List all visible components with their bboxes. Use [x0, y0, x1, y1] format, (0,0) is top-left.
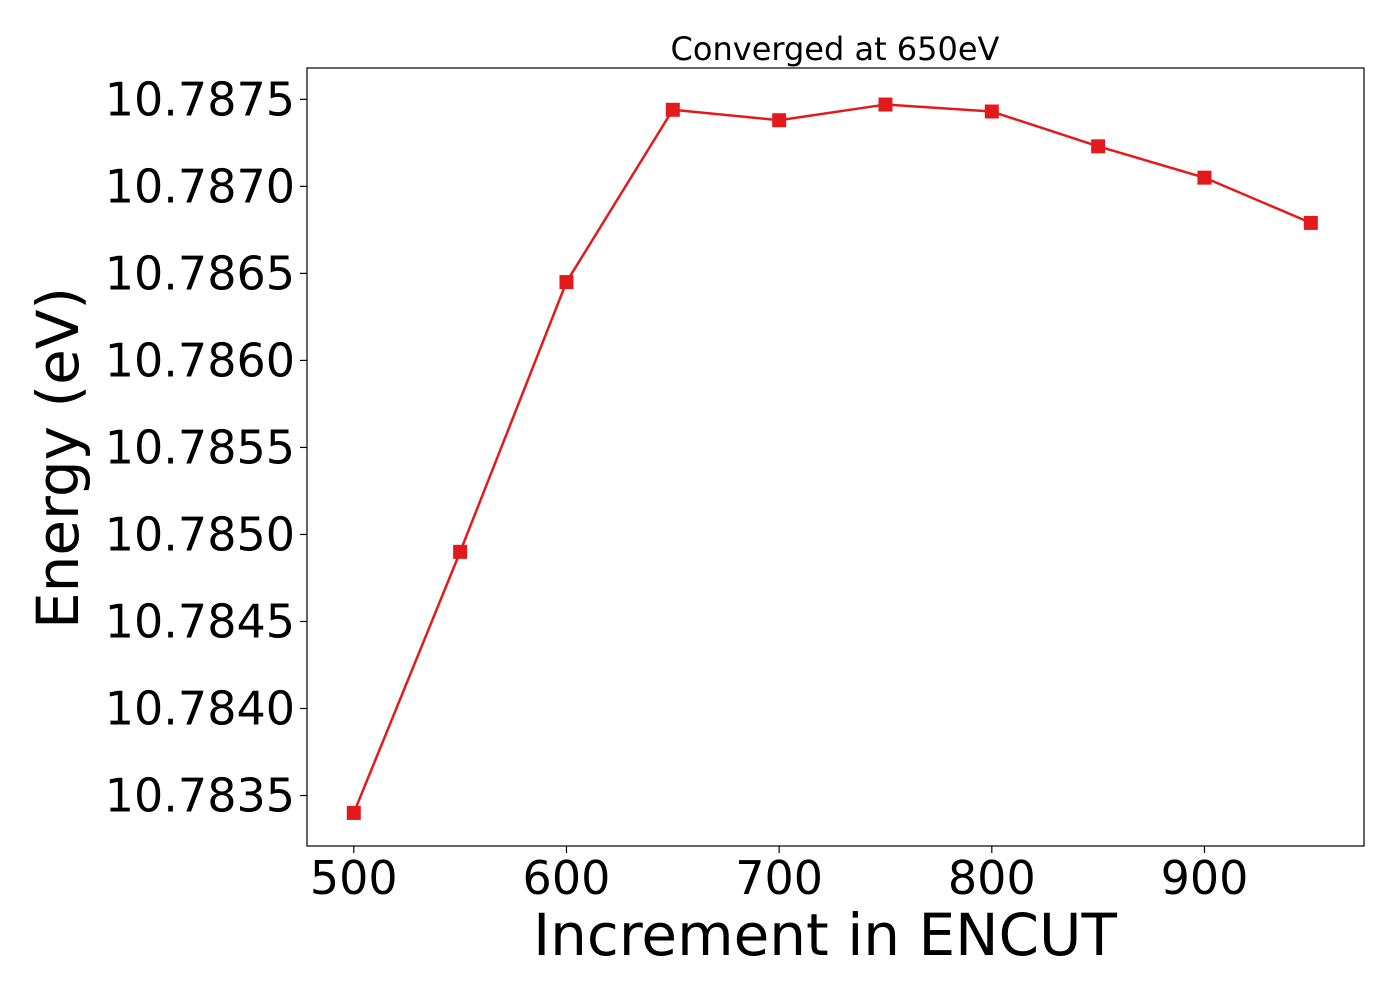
y-tick-label: 10.7835	[105, 769, 295, 823]
data-point	[665, 102, 680, 117]
x-tick-label: 600	[523, 851, 611, 905]
data-point	[1303, 215, 1318, 230]
y-tick-label: 10.7865	[105, 246, 295, 300]
chart-title: Converged at 650eV	[671, 30, 1000, 68]
x-tick-label: 700	[735, 851, 823, 905]
y-tick-label: 10.7840	[105, 682, 295, 736]
y-axis-label: Energy (eV)	[24, 287, 92, 629]
x-tick-label: 500	[310, 851, 398, 905]
data-point	[1197, 170, 1212, 185]
x-axis-label: Increment in ENCUT	[533, 901, 1117, 969]
series-line	[352, 103, 1312, 814]
y-tick-label: 10.7855	[105, 420, 295, 474]
data-point	[559, 275, 574, 290]
y-tick-label: 10.7875	[105, 72, 295, 126]
data-point	[1091, 139, 1106, 154]
x-tick-label: 800	[948, 851, 1036, 905]
data-point	[453, 544, 468, 559]
x-tick-label: 900	[1161, 851, 1249, 905]
y-tick-label: 10.7870	[105, 159, 295, 213]
data-point	[984, 104, 999, 119]
y-tick-label: 10.7845	[105, 594, 295, 648]
data-point	[772, 113, 787, 128]
data-point	[346, 805, 361, 820]
y-tick-label: 10.7850	[105, 507, 295, 561]
data-point	[878, 97, 893, 112]
y-tick-label: 10.7860	[105, 333, 295, 387]
plot-area: 500 600 700 800 900 10.7835 10.7840 10.7845 10.7…	[105, 67, 1365, 905]
plot-frame	[306, 67, 1365, 847]
